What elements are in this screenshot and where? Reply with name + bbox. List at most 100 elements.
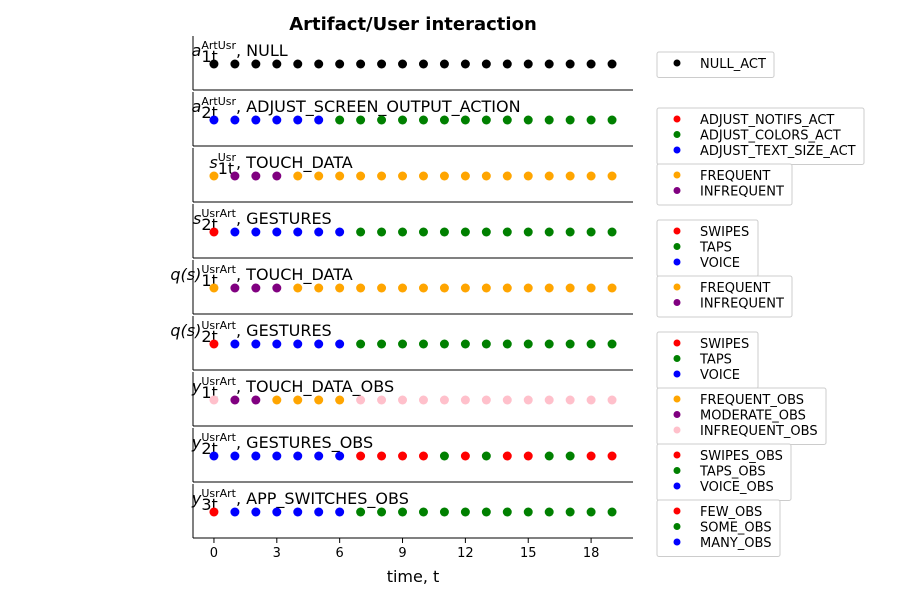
point-voice xyxy=(335,227,345,237)
panel-label: yUsrArt xyxy=(191,487,237,508)
point-taps_obs xyxy=(565,451,575,461)
point-swipes_obs xyxy=(418,451,428,461)
point-frequent xyxy=(418,171,428,181)
legend-marker xyxy=(673,482,681,490)
legend-marker xyxy=(673,339,681,347)
point-adjust_text_size_act xyxy=(251,115,261,125)
point-taps xyxy=(523,227,533,237)
point-null_act xyxy=(398,59,408,69)
x-tick-label: 6 xyxy=(336,546,344,561)
point-null_act xyxy=(209,59,219,69)
point-infrequent_obs xyxy=(460,395,470,405)
panel-label-name: , TOUCH_DATA xyxy=(236,153,353,173)
point-frequent_obs xyxy=(335,395,345,405)
legend-entry: ADJUST_NOTIFS_ACT xyxy=(700,113,834,128)
legend-marker xyxy=(673,538,681,546)
x-axis: 0 3 6 9 12 15 18 xyxy=(210,538,599,561)
point-infrequent xyxy=(272,283,282,293)
point-frequent xyxy=(460,283,470,293)
point-adjust_colors_act xyxy=(523,115,533,125)
point-swipes_obs xyxy=(523,451,533,461)
legend-entry: INFREQUENT xyxy=(700,185,784,200)
point-taps xyxy=(586,227,596,237)
legend-entry: VOICE xyxy=(700,256,740,271)
panel-label-base: q(s) xyxy=(170,265,201,284)
point-taps_obs xyxy=(544,451,554,461)
point-taps xyxy=(418,339,428,349)
panel-label: q(s)UsrArt xyxy=(170,263,236,284)
legend-marker xyxy=(673,146,681,154)
point-taps xyxy=(502,339,512,349)
point-some_obs xyxy=(418,507,428,517)
panel-label-name: , ADJUST_SCREEN_OUTPUT_ACTION xyxy=(236,97,521,117)
point-voice xyxy=(314,339,324,349)
point-null_act xyxy=(230,59,240,69)
point-adjust_colors_act xyxy=(356,115,366,125)
point-taps xyxy=(481,339,491,349)
legend-marker xyxy=(673,355,681,362)
point-infrequent_obs xyxy=(544,395,554,405)
legend-entry: FEW_OBS xyxy=(700,505,762,520)
legend-entry: TAPS_OBS xyxy=(699,465,766,480)
legend-frame xyxy=(656,51,775,78)
point-taps xyxy=(460,227,470,237)
panel-label-name: , TOUCH_DATA xyxy=(236,265,353,285)
point-adjust_colors_act xyxy=(439,115,449,125)
point-frequent xyxy=(314,283,324,293)
panel-label-sub: 1t xyxy=(218,159,234,178)
panel-label: q(s)UsrArt xyxy=(170,319,236,340)
point-null_act xyxy=(335,59,345,69)
legend-marker xyxy=(673,411,681,418)
panel-label-base: y xyxy=(191,489,202,508)
panel-label-sup: UsrArt xyxy=(201,375,236,388)
point-frequent xyxy=(565,171,575,181)
panel-label-base: y xyxy=(191,377,202,396)
point-adjust_text_size_act xyxy=(272,115,282,125)
point-null_act xyxy=(607,59,617,69)
point-taps xyxy=(586,339,596,349)
point-voice xyxy=(272,339,282,349)
legend-entry: SWIPES xyxy=(700,337,749,352)
x-tick-label: 3 xyxy=(273,546,281,561)
point-frequent xyxy=(356,171,366,181)
legend-marker xyxy=(673,299,681,306)
point-voice xyxy=(230,227,240,237)
point-null_act xyxy=(481,59,491,69)
panel-label-base: s xyxy=(209,153,217,172)
panel-label-name: , GESTURES xyxy=(236,209,332,228)
point-adjust_text_size_act xyxy=(314,115,324,125)
point-some_obs xyxy=(377,507,387,517)
point-frequent xyxy=(586,283,596,293)
point-infrequent xyxy=(251,171,261,181)
point-taps xyxy=(398,339,408,349)
point-frequent xyxy=(502,283,512,293)
point-some_obs xyxy=(544,507,554,517)
point-frequent xyxy=(607,171,617,181)
legend-marker xyxy=(673,395,681,403)
legend-entry: MANY_OBS xyxy=(700,536,771,551)
point-frequent xyxy=(544,171,554,181)
point-voice xyxy=(314,227,324,237)
point-null_act xyxy=(439,59,449,69)
point-adjust_colors_act xyxy=(586,115,596,125)
legend-marker xyxy=(673,426,681,434)
point-null_act xyxy=(565,59,575,69)
point-frequent xyxy=(377,171,387,181)
legend-marker xyxy=(673,59,681,67)
point-frequent xyxy=(586,171,596,181)
point-taps xyxy=(418,227,428,237)
point-null_act xyxy=(314,59,324,69)
point-frequent xyxy=(314,171,324,181)
point-swipes_obs xyxy=(377,451,387,461)
point-null_act xyxy=(418,59,428,69)
x-axis-label: time, t xyxy=(387,567,440,586)
point-null_act xyxy=(251,59,261,69)
panel-label-name: , GESTURES_OBS xyxy=(236,433,373,453)
legend-entry: INFREQUENT_OBS xyxy=(700,424,818,439)
